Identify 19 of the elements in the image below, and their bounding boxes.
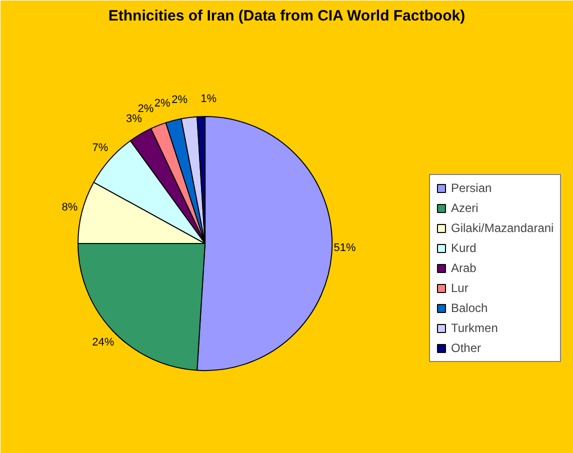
legend-label: Gilaki/Mazandarani — [451, 221, 554, 235]
legend-label: Arab — [451, 261, 476, 275]
legend-label: Turkmen — [451, 321, 498, 335]
data-label: 2% — [172, 94, 188, 106]
legend-label: Other — [451, 341, 482, 355]
data-label: 24% — [92, 336, 114, 348]
data-label: 2% — [154, 98, 171, 110]
data-label: 8% — [62, 202, 78, 214]
legend-label: Azeri — [451, 201, 478, 215]
legend-label: Kurd — [451, 241, 476, 255]
data-label: 3% — [126, 113, 142, 126]
data-label: 7% — [92, 142, 108, 154]
legend-label: Baloch — [451, 301, 488, 315]
legend-label: Persian — [451, 181, 492, 195]
chart-title: Ethnicities of Iran (Data from CIA World Factbook) — [108, 8, 466, 24]
legend-label: Lur — [451, 281, 470, 295]
data-label: 1% — [200, 93, 217, 106]
data-label: 51% — [334, 242, 356, 254]
data-label: 2% — [138, 103, 154, 116]
